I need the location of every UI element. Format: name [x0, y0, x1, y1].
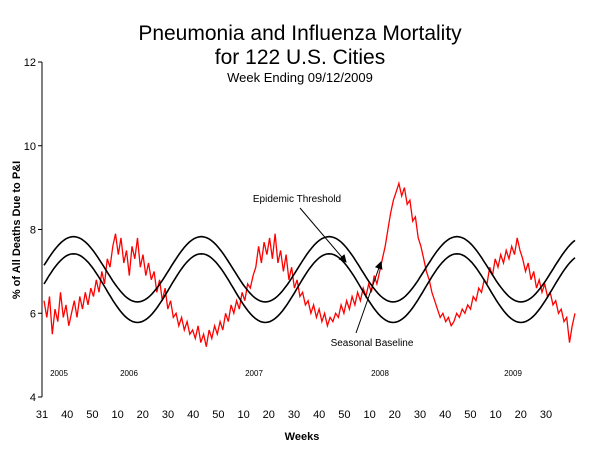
chart-title: Pneumonia and Influenza Mortality [138, 22, 462, 45]
x-tick-label: 40 [439, 409, 451, 421]
x-tick-label: 50 [338, 409, 350, 421]
x-tick-label: 31 [36, 409, 48, 421]
y-tick-label: 10 [24, 141, 36, 153]
y-axis-label: % of All Deaths Due to P&I [11, 161, 23, 299]
year-label: 2005 [50, 369, 68, 378]
y-tick-label: 8 [30, 225, 36, 237]
x-tick-label: 30 [162, 409, 174, 421]
x-tick-label: 40 [61, 409, 73, 421]
year-label: 2008 [371, 369, 389, 378]
x-tick-label: 20 [263, 409, 275, 421]
axes: 4 6 8 10 12 31 40 50 10 20 30 40 50 10 20 30 40 50 10 20 30 4… [24, 57, 552, 421]
x-tick-label: 10 [363, 409, 375, 421]
series-line-observed [43, 180, 576, 347]
x-tick-label: 50 [212, 409, 224, 421]
x-tick-label: 30 [540, 409, 552, 421]
year-label: 2009 [504, 369, 522, 378]
x-tick-label: 20 [137, 409, 149, 421]
x-tick-label: 50 [464, 409, 476, 421]
x-tick-label: 40 [313, 409, 325, 421]
annotation-epidemic-threshold: Epidemic Threshold [253, 194, 341, 205]
x-tick-label: 40 [187, 409, 199, 421]
x-axis-label: Weeks [285, 431, 320, 443]
annotations: Epidemic Threshold Seasonal Baseline [253, 194, 414, 349]
y-tick-label: 12 [24, 57, 36, 69]
series-line-seasonal-baseline [43, 252, 576, 324]
x-tick-label: 20 [515, 409, 527, 421]
x-tick-label: 10 [111, 409, 123, 421]
chart-title-line2: for 122 U.S. Cities [214, 46, 386, 69]
year-label: 2006 [120, 369, 138, 378]
chart-subtitle: Week Ending 09/12/2009 [227, 70, 373, 85]
x-tick-label: 10 [489, 409, 501, 421]
series-group [43, 180, 576, 347]
x-tick-label: 30 [414, 409, 426, 421]
y-tick-label: 6 [30, 308, 36, 320]
annotation-seasonal-baseline: Seasonal Baseline [331, 338, 414, 349]
arrow-seasonal-baseline [355, 261, 383, 334]
series-line-epidemic-threshold [43, 235, 576, 303]
x-tick-label: 50 [86, 409, 98, 421]
year-label: 2007 [245, 369, 263, 378]
x-tick-label: 20 [389, 409, 401, 421]
x-tick-label: 30 [288, 409, 300, 421]
x-tick-label: 10 [237, 409, 249, 421]
y-tick-label: 4 [30, 392, 36, 404]
arrow-epidemic-threshold [299, 207, 347, 263]
